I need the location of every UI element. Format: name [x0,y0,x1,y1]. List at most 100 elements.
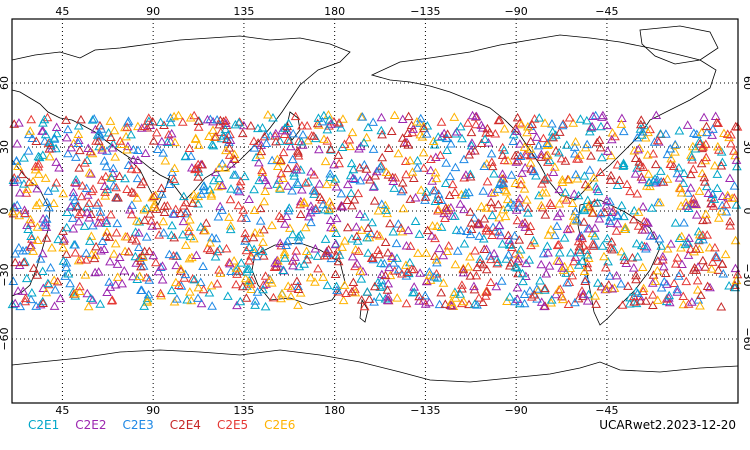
observation-marker [186,252,197,262]
observation-marker [363,223,373,232]
observation-marker [284,223,295,232]
observation-marker [542,150,553,159]
observation-marker [640,225,650,234]
observation-marker [478,259,488,269]
observation-marker [701,209,711,218]
observation-marker [392,293,403,302]
observation-marker [535,276,545,285]
observation-marker [136,261,146,271]
credit-label: UCARwet2.2023-12-20 [599,418,736,432]
observation-marker [142,122,153,132]
observation-marker [241,293,252,302]
observation-marker [693,295,704,304]
observation-marker [107,295,118,304]
observation-marker [314,144,324,154]
observation-marker [346,188,357,197]
observation-marker [149,202,159,211]
observation-marker [539,301,549,311]
observation-marker [74,216,84,226]
observation-marker [528,235,539,245]
observation-marker [523,208,533,217]
observation-marker [215,127,226,136]
lat-tick-label-right: 30 [741,140,750,154]
observation-marker [658,261,669,271]
observation-marker [83,301,94,311]
observation-marker [326,222,336,232]
observation-marker [373,245,383,255]
observation-marker [240,236,250,245]
observation-marker [421,129,432,138]
observation-marker [325,119,336,128]
observation-marker [664,290,675,300]
observation-marker [260,175,271,185]
observation-marker [210,167,221,177]
observation-marker [293,150,304,160]
observation-marker [457,133,467,143]
observation-marker [527,292,537,301]
observation-marker [450,293,461,302]
observation-marker [30,164,41,174]
observation-marker [702,215,712,224]
observation-marker [81,255,92,264]
observation-marker [590,231,600,240]
observation-marker [189,274,200,284]
observation-marker [542,140,553,150]
observation-marker [96,175,107,184]
observation-marker [422,120,433,130]
observation-marker [570,169,581,179]
observation-marker [139,121,150,131]
observation-marker [596,121,606,131]
observation-marker [24,177,34,187]
lat-tick-label-left: 60 [0,76,11,90]
observation-marker [592,278,603,287]
observation-marker [373,206,384,215]
observation-marker [493,184,503,193]
observation-marker [320,234,331,243]
observation-marker [281,211,292,221]
observation-marker [431,254,442,264]
observation-marker [548,132,559,142]
observation-marker [158,216,169,226]
observation-marker [579,204,589,213]
observation-marker [652,174,663,184]
observation-marker [233,117,244,127]
observation-marker [61,115,71,124]
observation-marker [324,204,335,213]
antarctica-coastline [11,349,739,383]
observation-marker [548,167,559,176]
observation-marker [49,134,60,143]
observation-marker [249,143,260,152]
observation-marker [172,294,182,303]
observation-marker [647,300,658,310]
observation-marker [519,298,530,308]
observation-marker [79,221,90,230]
observation-marker [481,128,492,137]
observation-marker [60,271,70,280]
observation-marker [648,290,658,299]
observation-marker [406,264,417,274]
observation-marker [97,142,107,152]
observation-marker [146,216,157,225]
observation-marker [325,144,336,153]
observation-marker [637,262,648,271]
observation-marker [359,211,370,221]
observation-marker [150,257,161,267]
observation-marker [324,196,335,206]
observation-marker [336,188,347,198]
observation-marker [438,278,449,287]
observation-marker [254,175,265,185]
observation-marker [291,164,302,174]
observation-marker [233,200,244,210]
observation-marker [633,144,644,154]
observation-marker [612,160,623,169]
observation-marker [37,150,48,159]
observation-marker [38,298,48,308]
observation-marker [722,190,733,200]
observation-marker [123,247,134,256]
observation-marker [551,289,561,299]
observation-marker [545,155,555,165]
observation-marker [306,217,316,227]
observation-marker [188,233,199,243]
north-america-coastline [370,34,717,201]
observation-marker [413,248,423,257]
